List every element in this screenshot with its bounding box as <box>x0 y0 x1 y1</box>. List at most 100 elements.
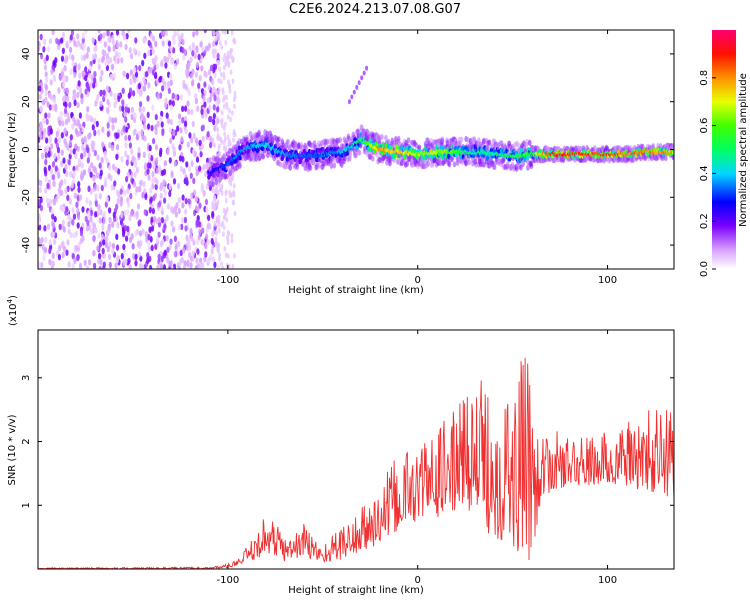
spectrogram-cell <box>169 79 173 87</box>
spectrogram-cell <box>94 193 98 200</box>
spectrogram-cell <box>149 264 153 269</box>
spectrogram-cell <box>89 228 93 235</box>
spectrogram-cell <box>74 128 78 135</box>
spectrogram-cell <box>57 253 62 261</box>
spectrogram-cell <box>225 216 229 223</box>
spectrogram-cell <box>114 166 118 173</box>
spectrogram-cell <box>205 206 209 213</box>
spectrogram-cell <box>224 252 228 258</box>
spectrogram-cell <box>230 176 233 183</box>
spectrogram-cell <box>168 99 172 106</box>
spectrogram-cell <box>108 116 112 123</box>
spectrogram-cell <box>231 199 235 206</box>
spectrogram-cell <box>225 104 229 111</box>
spectrogram-cell <box>146 162 150 169</box>
spectrogram-cell <box>216 264 220 269</box>
spectrogram-cell <box>179 249 183 257</box>
spectrogram-cell <box>128 214 132 222</box>
spectrogram-cell <box>185 176 189 184</box>
spectrogram-cell <box>60 71 64 78</box>
spectrogram-cell <box>58 223 62 231</box>
spectrogram-cell <box>38 237 41 244</box>
spectrogram-cell <box>158 165 162 172</box>
spectrogram-cell <box>43 166 47 173</box>
spectrogram-ytick-label: -40 <box>21 237 32 253</box>
spectrogram-cell <box>45 76 49 83</box>
spectrogram-cell <box>148 67 153 74</box>
spectrogram-cell <box>125 159 129 166</box>
spectrogram-cell <box>163 83 167 91</box>
spectrogram-cell <box>151 104 155 111</box>
spectrogram-cell <box>47 151 51 158</box>
spectrogram-cell <box>108 253 112 260</box>
spectrogram-cell <box>107 225 111 232</box>
spectrogram-cell <box>84 88 88 95</box>
spectrogram-cell <box>195 61 199 69</box>
spectrogram-cell <box>178 258 182 266</box>
spectrogram-cell <box>229 116 233 123</box>
spectrogram-cell <box>86 46 91 53</box>
spectrogram-cell <box>69 46 73 53</box>
spectrogram-cell <box>93 46 97 53</box>
spectrogram-cell <box>94 211 98 218</box>
spectrogram-cell <box>208 104 212 111</box>
spectrogram-cell <box>195 30 199 36</box>
spectrogram-cell <box>81 126 85 133</box>
spectrogram-cell <box>184 115 188 123</box>
spectrogram-cell <box>71 219 75 226</box>
spectrogram-cell <box>78 262 83 269</box>
spectrogram-cell <box>98 217 102 224</box>
spectrogram-cell <box>214 179 219 186</box>
spectrogram-cell <box>206 239 210 246</box>
spectrogram-cell <box>308 165 313 171</box>
spectrogram-cell <box>218 252 222 258</box>
spectrogram-cell <box>212 104 216 111</box>
spectrogram-cell <box>100 157 104 164</box>
spectrogram-cell <box>104 60 108 67</box>
spectrogram-cell <box>123 224 128 232</box>
spectrogram-cell <box>172 178 177 185</box>
spectrogram-cell <box>170 220 174 227</box>
spectrogram-cell <box>371 155 375 162</box>
spectrogram-cell <box>100 69 104 77</box>
spectrogram-cell <box>44 96 48 104</box>
spectrogram-cell <box>45 118 49 125</box>
spectrogram-cell <box>218 66 222 72</box>
spectrogram-cell <box>88 200 92 207</box>
spectrogram-cell <box>157 201 162 208</box>
spectrogram-cell <box>101 223 105 231</box>
spectrogram-cell <box>70 30 75 36</box>
spectrogram-cell <box>198 165 202 172</box>
spectrogram-cell <box>40 53 44 60</box>
spectrogram-cell <box>211 231 215 237</box>
spectrogram-cell <box>134 37 138 44</box>
spectrogram-cell <box>41 152 45 160</box>
spectrogram-cell <box>48 258 52 266</box>
spectrogram-cell <box>154 113 158 121</box>
spectrogram-cell <box>115 257 119 264</box>
spectrogram-cell <box>187 90 191 97</box>
spectrogram-cell <box>168 127 172 134</box>
spectrogram-cell <box>181 105 185 113</box>
spectrogram-cell <box>355 85 359 90</box>
spectrogram-cell <box>137 151 141 158</box>
spectrogram-cell <box>230 54 234 61</box>
spectrogram-cell <box>529 163 534 169</box>
spectrogram-cell <box>100 56 104 64</box>
spectrogram-cell <box>179 165 184 173</box>
spectrogram-cell <box>231 78 235 85</box>
spectrogram-cell <box>365 65 369 71</box>
snr-xtick-label: -100 <box>216 575 239 586</box>
spectrogram-cell <box>69 171 73 178</box>
spectrogram-cell <box>232 183 236 189</box>
spectrogram-cell <box>153 215 157 222</box>
spectrogram-cell <box>227 263 231 269</box>
spectrogram-cell <box>426 160 431 167</box>
spectrogram-cell <box>100 233 104 240</box>
spectrogram-cell <box>44 246 48 254</box>
spectrogram-cell <box>73 257 77 264</box>
spectrogram-cell <box>115 203 119 210</box>
spectrogram-cell <box>206 162 210 169</box>
spectrogram-cell <box>226 239 230 246</box>
spectrogram-cell <box>162 179 166 186</box>
